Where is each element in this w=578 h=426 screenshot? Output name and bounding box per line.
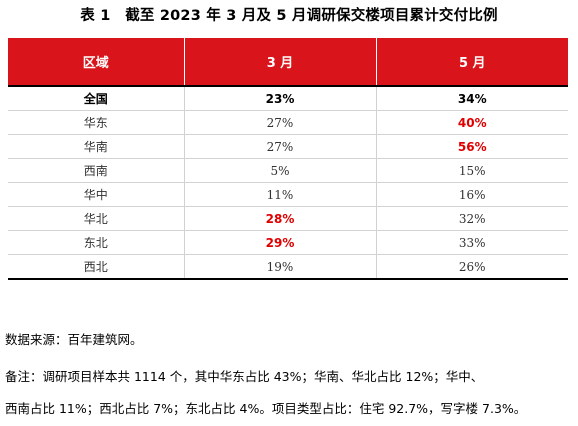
table-row: 华北 28% 32% xyxy=(8,206,568,231)
table-title: 表 1 截至 2023 年 3 月及 5 月调研保交楼项目累计交付比例 xyxy=(80,8,498,24)
cell-may-value: 15% xyxy=(376,158,568,183)
cell-region: 全国 xyxy=(8,85,185,111)
cell-march-value: 19% xyxy=(184,254,377,280)
header-may: 5 月 xyxy=(376,38,568,86)
cell-may-value: 33% xyxy=(376,230,568,255)
cell-march-value: 27% xyxy=(184,134,377,159)
cell-region: 华南 xyxy=(8,134,185,159)
cell-region: 华北 xyxy=(8,206,185,231)
cell-region: 西北 xyxy=(8,254,185,280)
table-row: 西南 5% 15% xyxy=(8,158,568,183)
cell-region: 华中 xyxy=(8,182,185,207)
header-region: 区域 xyxy=(8,38,185,86)
cell-march-value: 11% xyxy=(184,182,377,207)
delivery-ratio-table: 区域 3 月 5 月 全国 23% 34% 华东 27% 40% 华南 27% 56% 西南 5% 1… xyxy=(8,38,568,280)
cell-march-value: 27% xyxy=(184,110,377,135)
table-row: 华东 27% 40% xyxy=(8,110,568,135)
cell-may-value: 26% xyxy=(376,254,568,280)
cell-may-value: 56% xyxy=(376,134,568,159)
table-row: 西北 19% 26% xyxy=(8,254,568,280)
table-row: 华中 11% 16% xyxy=(8,182,568,207)
cell-may-value: 16% xyxy=(376,182,568,207)
table-row: 东北 29% 33% xyxy=(8,230,568,255)
data-source: 数据来源：百年建筑网。 xyxy=(5,332,143,347)
cell-may-value: 34% xyxy=(376,85,568,111)
table-header-row: 区域 3 月 5 月 xyxy=(8,38,568,86)
table-row-total: 全国 23% 34% xyxy=(8,85,568,111)
cell-march-value: 28% xyxy=(184,206,377,231)
note-line-2: 西南占比 11%；西北占比 7%；东北占比 4%。项目类型占比：住宅 92.7%… xyxy=(5,401,527,416)
table-row: 华南 27% 56% xyxy=(8,134,568,159)
cell-march-value: 29% xyxy=(184,230,377,255)
cell-may-value: 32% xyxy=(376,206,568,231)
note-line-1: 备注：调研项目样本共 1114 个，其中华东占比 43%；华南、华北占比 12%… xyxy=(5,369,484,384)
header-march: 3 月 xyxy=(184,38,377,86)
cell-region: 西南 xyxy=(8,158,185,183)
cell-region: 华东 xyxy=(8,110,185,135)
cell-may-value: 40% xyxy=(376,110,568,135)
cell-march-value: 23% xyxy=(184,85,377,111)
cell-region: 东北 xyxy=(8,230,185,255)
cell-march-value: 5% xyxy=(184,158,377,183)
